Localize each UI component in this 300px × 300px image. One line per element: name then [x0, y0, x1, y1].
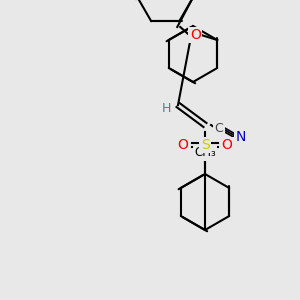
Text: O: O	[190, 28, 201, 42]
Text: H: H	[161, 101, 171, 115]
Text: S: S	[201, 138, 209, 152]
Text: N: N	[236, 130, 246, 144]
Text: O: O	[178, 138, 188, 152]
Text: CH₃: CH₃	[194, 146, 216, 160]
Text: C: C	[214, 122, 224, 134]
Text: O: O	[222, 138, 232, 152]
